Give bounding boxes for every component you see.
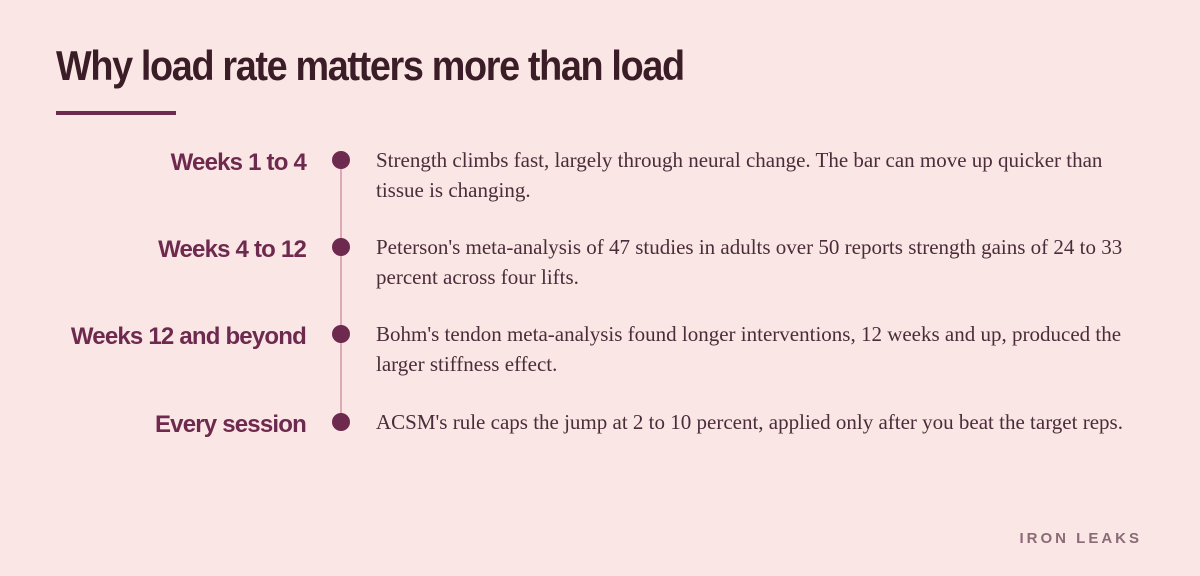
timeline-step-weeks-12-beyond: Weeks 12 and beyond Bohm's tendon meta-a… [0,322,1200,403]
timeline-line [340,155,342,419]
timeline-dot [332,325,350,343]
timeline-step-weeks-1-4: Weeks 1 to 4 Strength climbs fast, large… [0,148,1200,229]
brand-footer: IRON LEAKS [1019,530,1142,547]
timeline-step-text: Peterson's meta-analysis of 47 studies i… [376,235,1123,289]
timeline-step-label: Every session [154,411,307,438]
timeline-step-label: Weeks 1 to 4 [170,149,307,176]
timeline-dot [332,238,350,256]
timeline-step-weeks-4-12: Weeks 4 to 12 Peterson's meta-analysis o… [0,235,1200,316]
timeline-step-every-session: Every session ACSM's rule caps the jump … [0,410,1200,491]
timeline-step-text: Strength climbs fast, largely through ne… [376,148,1103,202]
timeline-dot [332,413,350,431]
timeline-step-label: Weeks 12 and beyond [70,323,307,350]
timeline-step-label: Weeks 4 to 12 [158,236,307,263]
title-underline [56,111,176,115]
timeline-dot [332,151,350,169]
timeline-step-text: ACSM's rule caps the jump at 2 to 10 per… [376,410,1123,434]
page-title: Why load rate matters more than load [56,42,685,89]
timeline-step-text: Bohm's tendon meta-analysis found longer… [376,322,1122,376]
